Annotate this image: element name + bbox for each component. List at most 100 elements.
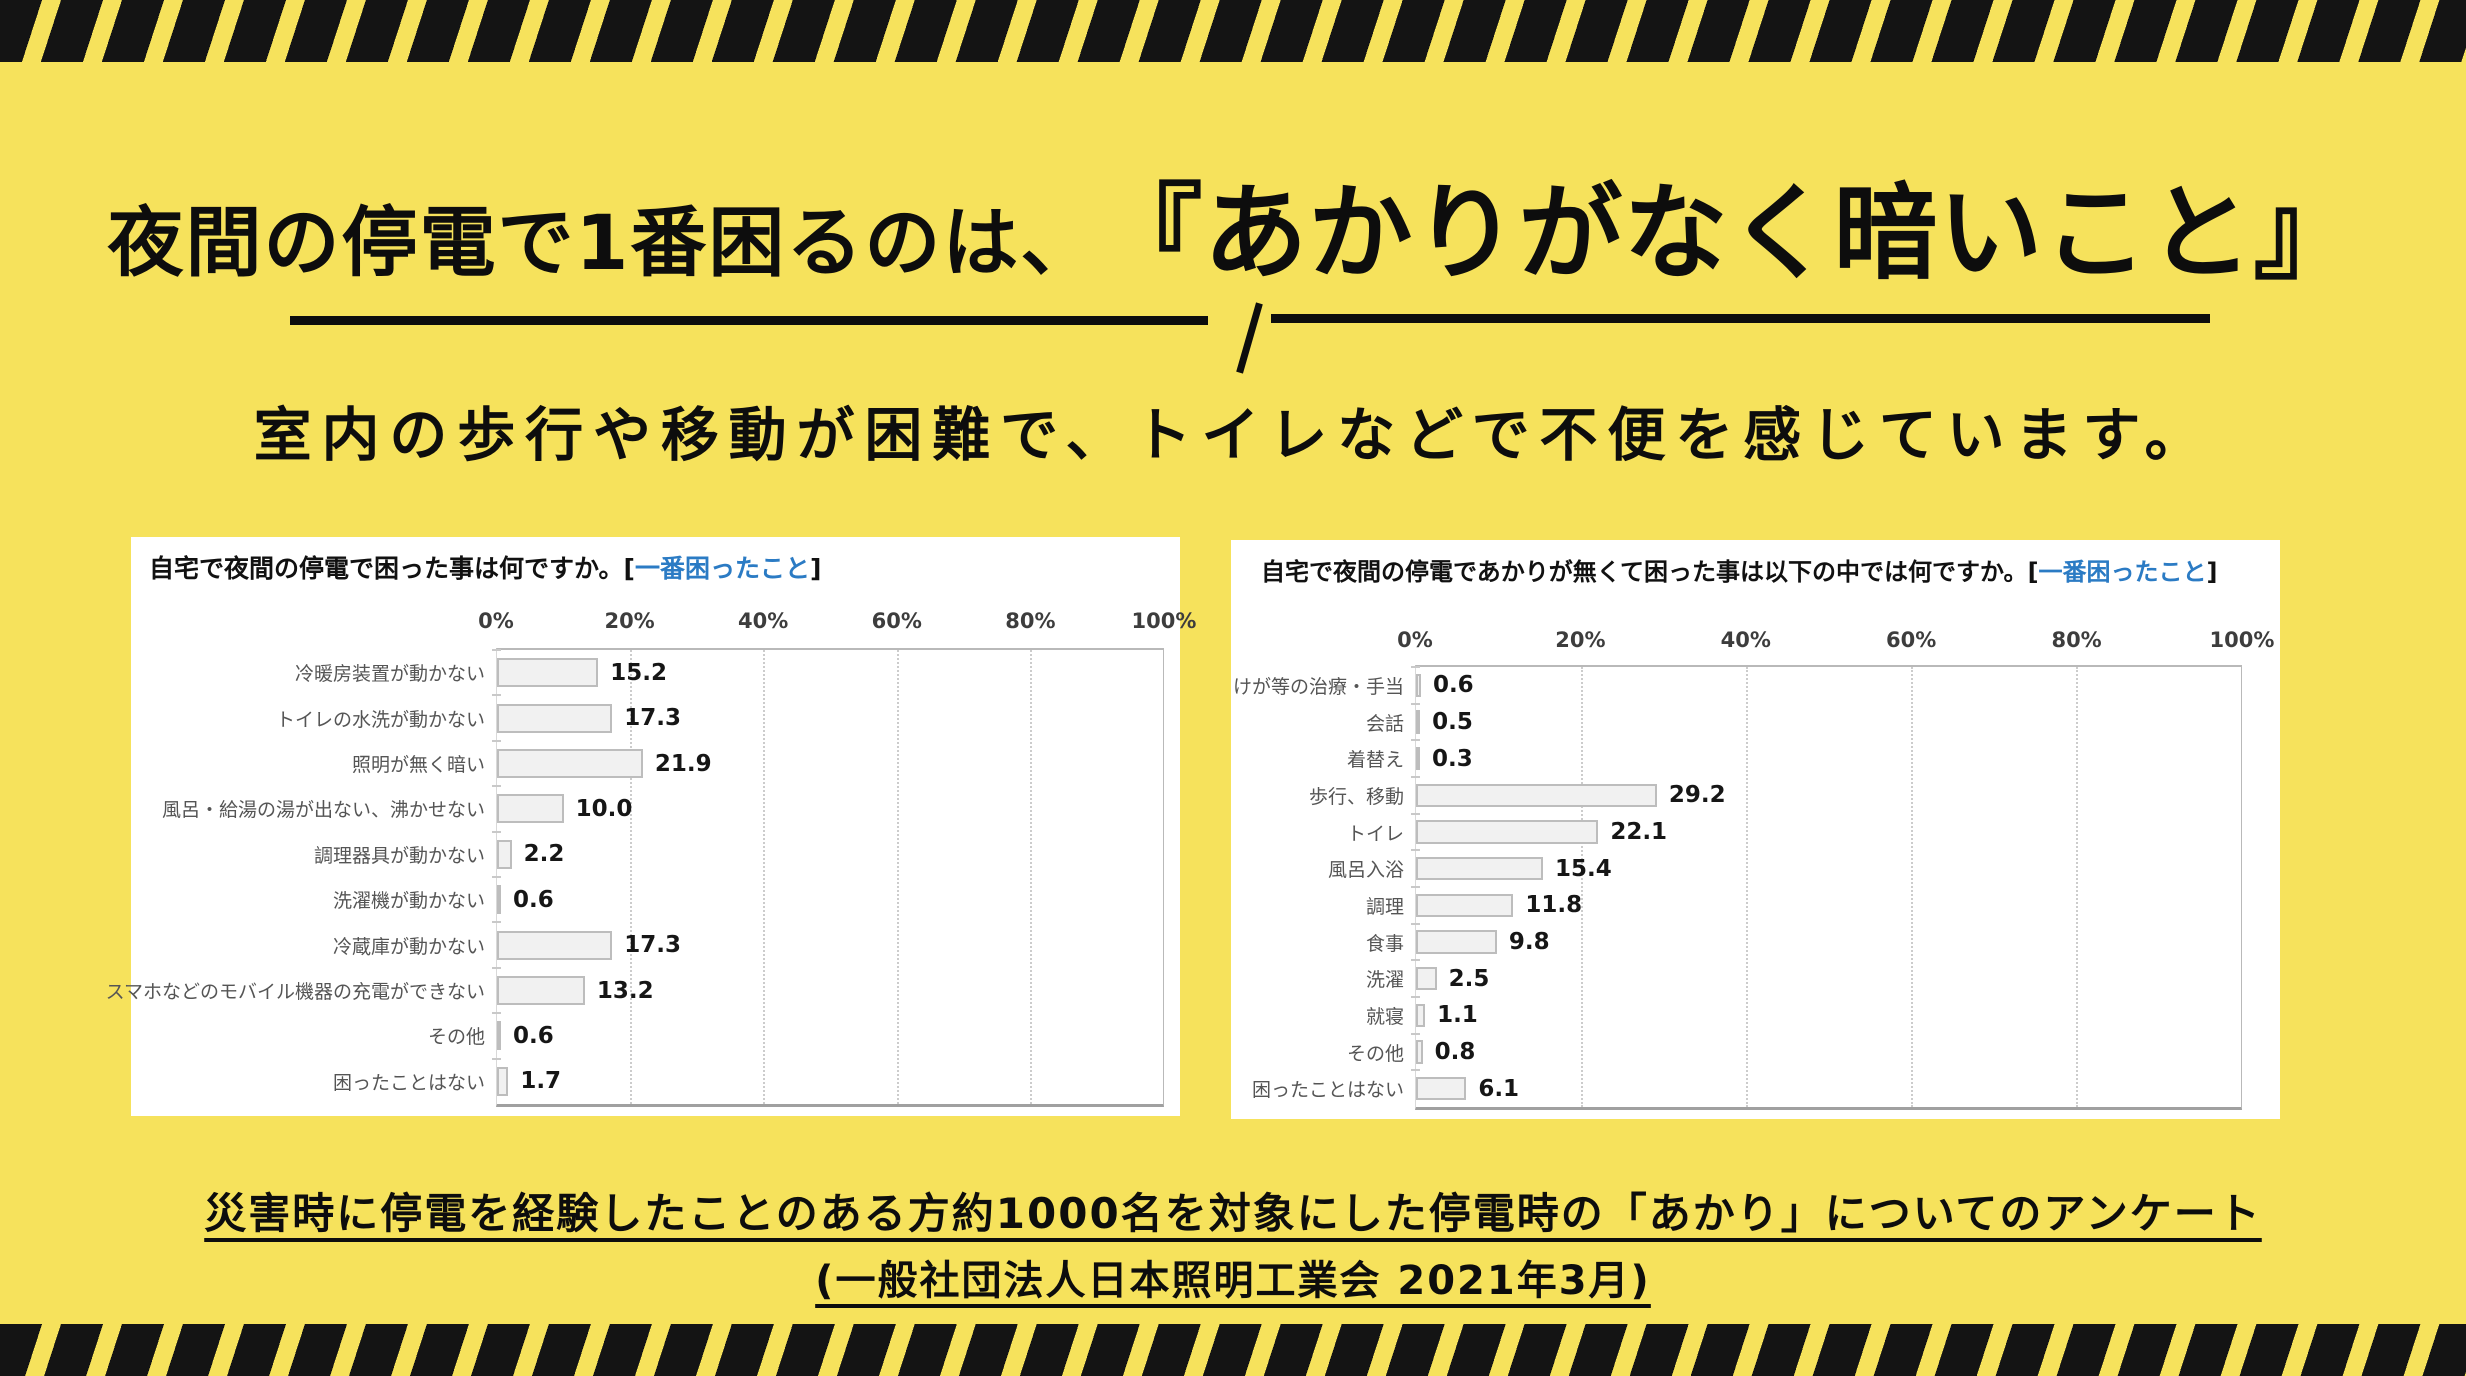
bar [1416, 930, 1497, 954]
hazard-stripe-top [0, 0, 2466, 62]
chart-row: スマホなどのモバイル機器の充電ができない 13.2 [106, 966, 1163, 1013]
bar [1416, 673, 1421, 698]
category-label: 困ったことはない [332, 1071, 485, 1094]
value-label: 9.8 [1508, 929, 1550, 956]
axis-tick-label: 100% [2209, 628, 2275, 652]
bar [497, 794, 564, 824]
footnote-line2: (一般社団法人日本照明工業会 2021年3月) [815, 1258, 1651, 1304]
value-label: 11.8 [1525, 892, 1583, 919]
axis-tick-label: 40% [1720, 628, 1771, 652]
chart-row: 調理 11.8 [1366, 886, 2241, 924]
main-title: 夜間の停電で1番困るのは、 『あかりがなく暗いこと』 [0, 148, 2466, 299]
plot-area-left: 冷暖房装置が動かない 15.2 トイレの水洗が動かない 17.3 照明が無く暗い 21.9… [106, 648, 1164, 1107]
category-label: 冷暖房装置が動かない [294, 663, 485, 686]
gridline [1911, 667, 1913, 1107]
chart-title-right-bracket-label: 一番困ったこと [2038, 558, 2207, 586]
chart-row: 会話 0.5 [1366, 702, 2241, 741]
chart-panel-right: 自宅で夜間の停電であかりが無くて困った事は以下の中では何ですか。[一番困ったこと… [1231, 540, 2280, 1119]
bar [497, 839, 512, 869]
category-label: 着替え [1346, 749, 1404, 772]
chart-row: 就寝 1.1 [1366, 996, 2241, 1034]
bar [497, 658, 599, 688]
divider-slash [1236, 302, 1263, 374]
category-label: 洗濯機が動かない [332, 890, 485, 913]
footnote-line1: 災害時に停電を経験したことのある方約1000名を対象にした停電時の「あかり」につ… [204, 1189, 2262, 1238]
category-label: トイレの水洗が動かない [275, 708, 485, 731]
bar [497, 885, 501, 915]
category-label: スマホなどのモバイル機器の充電ができない [105, 981, 485, 1004]
value-label: 1.1 [1437, 1002, 1478, 1029]
bar [1416, 1076, 1467, 1101]
gridline [763, 650, 766, 1104]
axis-tick-label: 0% [1397, 628, 1433, 652]
axis-tick-label: 20% [1555, 628, 1606, 652]
category-label: 洗濯 [1365, 969, 1404, 992]
value-label: 0.5 [1432, 709, 1473, 735]
axis-tick-label: 20% [604, 609, 655, 633]
value-label: 17.3 [624, 705, 681, 732]
bar [1416, 966, 1437, 991]
axis-tick-label: 80% [2051, 628, 2102, 652]
bar [497, 1021, 501, 1051]
axis-tick-label: 0% [478, 609, 514, 633]
chart-row: 照明が無く暗い 21.9 [352, 739, 1163, 786]
bracket-open: [ [2027, 558, 2039, 586]
value-label: 0.8 [1434, 1039, 1476, 1066]
category-label: 調理 [1365, 895, 1404, 918]
value-label: 2.5 [1448, 965, 1490, 992]
category-label: 調理器具が動かない [313, 844, 485, 867]
value-label: 6.1 [1478, 1075, 1520, 1102]
bar [497, 703, 613, 733]
axis-tick-label: 60% [871, 609, 922, 633]
value-label: 10.0 [575, 795, 633, 822]
category-label: 風呂入浴 [1327, 859, 1404, 882]
axis-tick-label: 60% [1886, 628, 1937, 652]
chart-title-left-bracket-label: 一番困ったこと [634, 554, 810, 583]
bar [497, 748, 643, 779]
category-label: 照明が無く暗い [351, 754, 485, 777]
chart-row: 冷蔵庫が動かない 17.3 [333, 921, 1163, 967]
bar [1416, 856, 1544, 881]
bracket-open: [ [623, 554, 635, 583]
value-label: 2.2 [523, 841, 565, 868]
chart-row: トイレ 22.1 [1347, 812, 2241, 851]
category-label: その他 [1346, 1042, 1404, 1065]
bar [497, 1066, 509, 1096]
value-label: 0.3 [1432, 745, 1473, 772]
bar [497, 976, 585, 1006]
gridline [1746, 667, 1748, 1107]
category-label: 困ったことはない [1251, 1079, 1404, 1102]
axis-tick-label: 40% [738, 609, 789, 633]
value-label: 22.1 [1610, 819, 1668, 846]
axis-tick-label: 80% [1005, 609, 1056, 633]
category-label: 風呂・給湯の湯が出ない、沸かせない [161, 799, 485, 822]
divider-line-left [290, 316, 1208, 325]
x-axis-ticks-right: 0% 20% 40% 60% 80% 100% [1397, 628, 2274, 656]
gridline [2076, 667, 2078, 1107]
value-label: 1.7 [520, 1068, 562, 1095]
chart-title-left: 自宅で夜間の停電で困った事は何ですか。[一番困ったこと] [149, 549, 821, 585]
chart-rows: けが等の治療・手当 0.6 会話 0.5 着替え 0.3 歩行、移動 29.2 トイレ 22.1 風… [1233, 666, 2241, 1107]
gridline [630, 650, 633, 1104]
axis-tick-label: 100% [1131, 609, 1197, 633]
value-label: 0.6 [1432, 672, 1474, 699]
chart-row: 困ったことはない 6.1 [1252, 1069, 2241, 1107]
chart-title-right: 自宅で夜間の停電であかりが無くて困った事は以下の中では何ですか。[一番困ったこと… [1261, 552, 2218, 587]
chart-row: 洗濯機が動かない 0.6 [333, 876, 1163, 922]
chart-row: 食事 9.8 [1366, 922, 2241, 961]
value-label: 15.4 [1555, 855, 1612, 882]
value-label: 13.2 [596, 977, 654, 1004]
bar [1416, 820, 1599, 844]
chart-row: 洗濯 2.5 [1366, 959, 2241, 997]
bar [497, 930, 613, 960]
category-label: 会話 [1365, 712, 1404, 735]
gridline [1029, 650, 1032, 1104]
category-label: 就寝 [1365, 1005, 1404, 1028]
hazard-stripe-bottom [0, 1324, 2466, 1376]
gridline [1581, 667, 1583, 1107]
bracket-close: ] [809, 554, 822, 583]
category-label: けが等の治療・手当 [1232, 675, 1404, 698]
chart-title-left-main: 自宅で夜間の停電で困った事は何ですか。 [149, 554, 624, 583]
category-label: トイレ [1346, 822, 1404, 845]
